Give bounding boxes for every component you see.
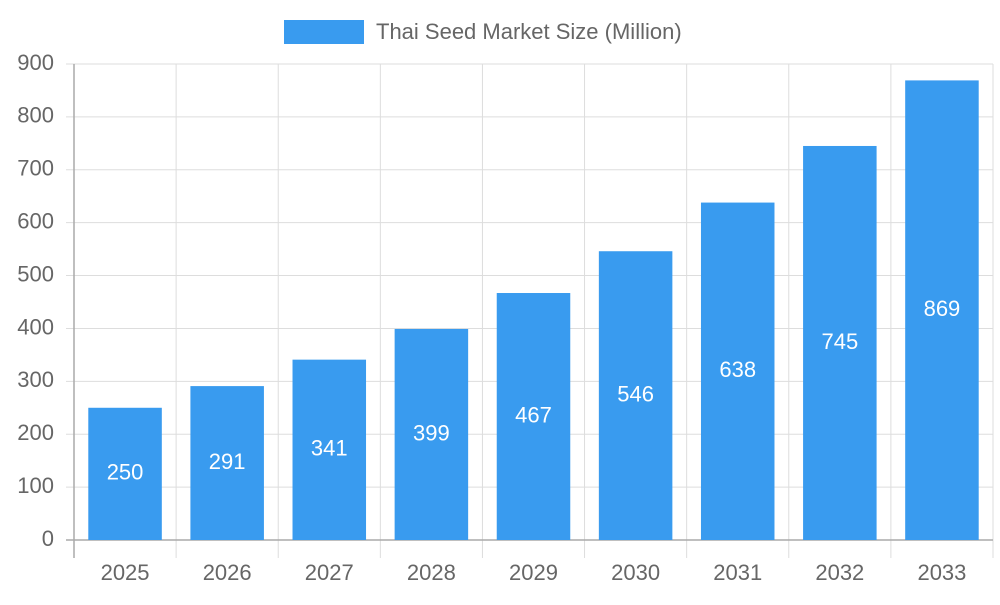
data-label: 745 <box>821 329 858 354</box>
data-label: 341 <box>311 436 348 461</box>
y-tick-label: 300 <box>17 367 54 392</box>
y-tick-label: 200 <box>17 420 54 445</box>
data-label: 467 <box>515 402 552 427</box>
bar <box>598 251 673 540</box>
y-tick-label: 900 <box>17 50 54 75</box>
data-label: 638 <box>719 357 756 382</box>
data-label: 250 <box>107 460 144 485</box>
bar <box>496 293 571 540</box>
bar <box>292 359 367 540</box>
y-tick-label: 500 <box>17 261 54 286</box>
legend-label: Thai Seed Market Size (Million) <box>376 19 682 44</box>
x-tick-label: 2031 <box>713 560 762 585</box>
y-tick-label: 400 <box>17 314 54 339</box>
legend-swatch <box>284 20 364 44</box>
x-tick-label: 2028 <box>407 560 456 585</box>
x-tick-label: 2026 <box>203 560 252 585</box>
x-tick-label: 2033 <box>917 560 966 585</box>
y-tick-label: 0 <box>42 526 54 551</box>
y-tick-label: 600 <box>17 208 54 233</box>
bar <box>88 407 162 540</box>
bar <box>394 328 469 540</box>
data-label: 291 <box>209 449 246 474</box>
y-tick-label: 100 <box>17 473 54 498</box>
x-tick-label: 2025 <box>101 560 150 585</box>
data-label: 546 <box>617 381 654 406</box>
data-label: 399 <box>413 420 450 445</box>
x-tick-label: 2032 <box>815 560 864 585</box>
y-tick-label: 800 <box>17 103 54 128</box>
bar <box>700 202 775 540</box>
x-tick-label: 2027 <box>305 560 354 585</box>
bar <box>803 145 877 540</box>
x-tick-label: 2029 <box>509 560 558 585</box>
bar <box>190 386 264 540</box>
x-tick-label: 2030 <box>611 560 660 585</box>
y-tick-label: 700 <box>17 156 54 181</box>
legend: Thai Seed Market Size (Million) <box>284 19 682 44</box>
bar <box>905 80 979 540</box>
data-label: 869 <box>924 296 961 321</box>
